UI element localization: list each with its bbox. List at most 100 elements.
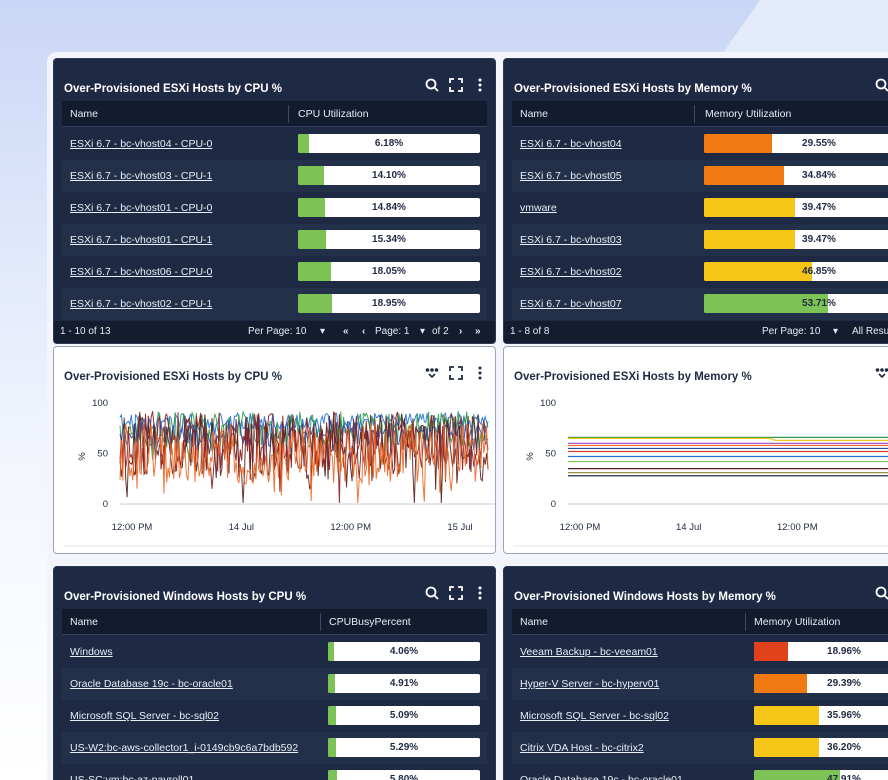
table-row: Windows 4.06% (62, 636, 487, 668)
host-link[interactable]: Citrix VDA Host - bc-citrix2 (520, 742, 644, 754)
host-link[interactable]: Oracle Database 19c - bc-oracle01 (70, 678, 233, 690)
table-row: Veeam Backup - bc-veeam01 18.96% (512, 636, 888, 668)
host-link[interactable]: ESXi 6.7 - bc-vhost01 - CPU-0 (70, 202, 213, 214)
fullscreen-icon[interactable] (448, 585, 464, 601)
column-header-name[interactable]: Name (70, 616, 99, 628)
host-link[interactable]: ESXi 6.7 - bc-vhost01 - CPU-1 (70, 234, 213, 246)
search-icon[interactable] (874, 585, 888, 601)
per-page-select[interactable]: Per Page: 10 (248, 326, 307, 337)
page-select[interactable]: Page: 1 (375, 326, 410, 337)
column-header-name[interactable]: Name (520, 108, 549, 120)
search-icon[interactable] (874, 77, 888, 93)
table-row: US-SC:vm:bc-az-payroll01 5.80% (62, 764, 487, 780)
utilization-value: 29.39% (827, 678, 861, 689)
cpu-line-chart[interactable]: 100 50 0% 12:00 PM 14 Jul 12:00 PM 15 Jul (54, 347, 496, 554)
last-page-icon[interactable]: » (475, 326, 481, 337)
utilization-fill (704, 134, 772, 153)
utilization-value: 18.95% (372, 298, 406, 309)
table-body: ESXi 6.7 - bc-vhost04 29.55% ESXi 6.7 - bc… (512, 128, 888, 320)
host-link[interactable]: ESXi 6.7 - bc-vhost04 (520, 138, 622, 150)
host-link[interactable]: ESXi 6.7 - bc-vhost06 - CPU-0 (70, 266, 213, 278)
utilization-fill (704, 230, 795, 249)
host-link[interactable]: Windows (70, 646, 113, 658)
dashboard: Over-Provisioned ESXi Hosts by CPU % Nam… (47, 52, 888, 780)
more-options-icon[interactable] (472, 365, 488, 381)
column-header-name[interactable]: Name (520, 616, 549, 628)
table-row: Microsoft SQL Server - bc-sql02 5.09% (62, 700, 487, 732)
table-row: Oracle Database 19c - bc-oracle01 47.91% (512, 764, 888, 780)
host-link[interactable]: Veeam Backup - bc-veeam01 (520, 646, 658, 658)
table-body: Veeam Backup - bc-veeam01 18.96% Hyper-V S… (512, 636, 888, 780)
host-link[interactable]: ESXi 6.7 - bc-vhost02 - CPU-1 (70, 298, 213, 310)
per-page-select[interactable]: Per Page: 10 (762, 326, 821, 337)
legend-toggle-icon[interactable] (874, 365, 888, 381)
host-link[interactable]: Microsoft SQL Server - bc-sql02 (70, 710, 219, 722)
host-link[interactable]: Hyper-V Server - bc-hyperv01 (520, 678, 660, 690)
search-icon[interactable] (424, 77, 440, 93)
host-link[interactable]: vmware (520, 202, 557, 214)
prev-page-icon[interactable]: ‹ (362, 326, 366, 337)
utilization-bar: 14.84% (298, 198, 480, 217)
utilization-fill (328, 706, 336, 725)
column-header-value[interactable]: Memory Utilization (705, 108, 792, 120)
esxi-memory-table-widget: Over-Provisioned ESXi Hosts by Memory % … (503, 58, 888, 344)
utilization-bar: 18.05% (298, 262, 480, 281)
utilization-fill (704, 262, 812, 281)
column-header-value[interactable]: CPUBusyPercent (329, 616, 411, 628)
host-link[interactable]: Microsoft SQL Server - bc-sql02 (520, 710, 669, 722)
utilization-bar: 14.10% (298, 166, 480, 185)
host-link[interactable]: ESXi 6.7 - bc-vhost05 (520, 170, 622, 182)
table-row: Citrix VDA Host - bc-citrix2 36.20% (512, 732, 888, 764)
first-page-icon[interactable]: « (343, 326, 349, 337)
utilization-fill (754, 706, 819, 725)
column-header-value[interactable]: CPU Utilization (298, 108, 369, 120)
host-link[interactable]: ESXi 6.7 - bc-vhost07 (520, 298, 622, 310)
utilization-value: 14.84% (372, 202, 406, 213)
host-link[interactable]: ESXi 6.7 - bc-vhost03 (520, 234, 622, 246)
host-link[interactable]: US-SC:vm:bc-az-payroll01 (70, 774, 195, 780)
utilization-bar: 36.20% (754, 738, 888, 757)
y-tick-label: 100 (540, 398, 556, 409)
utilization-value: 39.47% (802, 234, 836, 245)
search-icon[interactable] (424, 585, 440, 601)
more-options-icon[interactable] (472, 77, 488, 93)
host-link[interactable]: US-W2:bc-aws-collector1_i-0149cb9c6a7bdb… (70, 742, 299, 754)
chevron-down-icon[interactable]: ▾ (320, 326, 326, 337)
utilization-value: 14.10% (372, 170, 406, 181)
table-row: ESXi 6.7 - bc-vhost07 53.71% (512, 288, 888, 320)
utilization-bar: 29.39% (754, 674, 888, 693)
host-link[interactable]: ESXi 6.7 - bc-vhost02 (520, 266, 622, 278)
utilization-value: 5.09% (389, 710, 419, 721)
column-header-value[interactable]: Memory Utilization (754, 616, 841, 628)
widget-actions (424, 365, 488, 381)
host-link[interactable]: Oracle Database 19c - bc-oracle01 (520, 774, 683, 780)
utilization-fill (328, 642, 335, 661)
table-header: Name Memory Utilization (512, 609, 888, 635)
host-link[interactable]: ESXi 6.7 - bc-vhost03 - CPU-1 (70, 170, 213, 182)
chevron-down-icon[interactable]: ▾ (420, 326, 426, 337)
utilization-bar: 6.18% (298, 134, 480, 153)
legend-toggle-icon[interactable] (424, 365, 440, 381)
utilization-value: 4.06% (389, 646, 419, 657)
fullscreen-icon[interactable] (448, 365, 464, 381)
y-tick-label: 0 (103, 499, 108, 510)
utilization-fill (754, 642, 789, 661)
all-results-toggle[interactable]: All Resu (852, 326, 888, 337)
windows-memory-table-widget: Over-Provisioned Windows Hosts by Memory… (503, 566, 888, 780)
x-tick-label: 12:00 PM (112, 522, 153, 533)
utilization-value: 39.47% (802, 202, 836, 213)
next-page-icon[interactable]: › (459, 326, 463, 337)
fullscreen-icon[interactable] (448, 77, 464, 93)
widget-title: Over-Provisioned Windows Hosts by Memory… (514, 591, 776, 603)
host-link[interactable]: ESXi 6.7 - bc-vhost04 - CPU-0 (70, 138, 213, 150)
table-row: ESXi 6.7 - bc-vhost03 - CPU-1 14.10% (62, 160, 487, 192)
chevron-down-icon[interactable]: ▾ (833, 326, 839, 337)
utilization-fill (298, 198, 325, 217)
utilization-bar: 4.06% (328, 642, 480, 661)
more-options-icon[interactable] (472, 585, 488, 601)
column-header-name[interactable]: Name (70, 108, 99, 120)
y-tick-label: 50 (545, 449, 556, 460)
utilization-value: 5.29% (389, 742, 419, 753)
table-header: Name Memory Utilization (512, 101, 888, 127)
